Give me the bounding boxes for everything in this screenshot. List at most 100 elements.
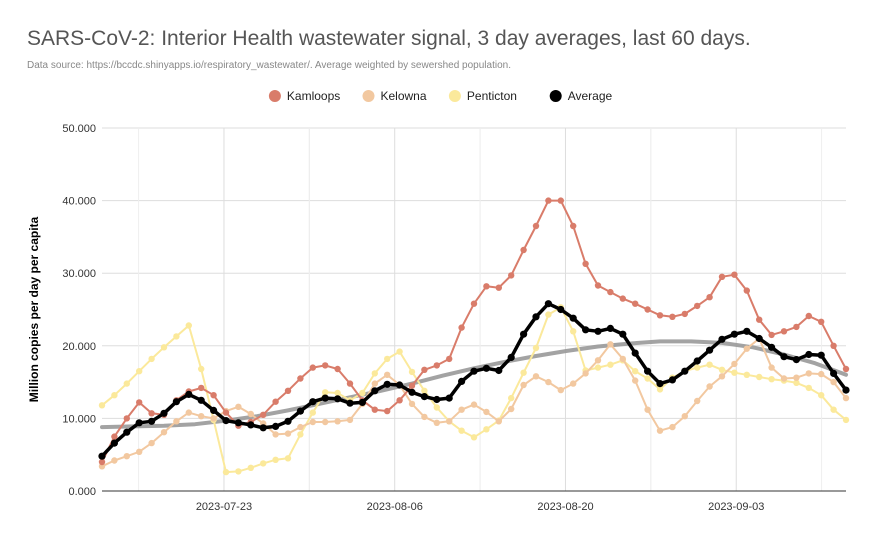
data-point bbox=[160, 409, 168, 417]
data-point bbox=[632, 300, 639, 307]
data-point bbox=[743, 345, 750, 352]
y-axis-label: Million copies per day per capita bbox=[27, 216, 41, 402]
data-point bbox=[198, 365, 205, 373]
data-point bbox=[693, 357, 701, 365]
data-point bbox=[458, 377, 466, 385]
data-point bbox=[272, 422, 280, 430]
data-point bbox=[830, 369, 838, 377]
data-point bbox=[334, 395, 342, 403]
data-point bbox=[706, 346, 714, 354]
x-tick-label: 2023-08-06 bbox=[367, 501, 423, 513]
y-tick-label: 50.000 bbox=[62, 123, 96, 135]
data-point bbox=[384, 355, 391, 363]
chart-subtitle: Data source: https://bccdc.shinyapps.io/… bbox=[27, 60, 511, 71]
data-point bbox=[309, 409, 316, 416]
data-point bbox=[483, 426, 490, 433]
data-point bbox=[756, 316, 763, 323]
data-point bbox=[284, 387, 292, 394]
data-point bbox=[594, 282, 602, 289]
data-point bbox=[792, 356, 801, 364]
data-point bbox=[111, 392, 118, 399]
data-point bbox=[594, 364, 602, 371]
data-point bbox=[420, 393, 428, 401]
data-point bbox=[210, 392, 217, 399]
data-point bbox=[557, 386, 564, 394]
data-point bbox=[470, 401, 478, 408]
data-point bbox=[284, 417, 292, 425]
data-point bbox=[111, 433, 118, 440]
data-point bbox=[644, 306, 651, 313]
data-point bbox=[482, 364, 490, 372]
data-point bbox=[433, 404, 440, 411]
data-point bbox=[446, 418, 453, 425]
data-point bbox=[321, 394, 329, 402]
data-point bbox=[198, 413, 205, 420]
data-point bbox=[470, 367, 478, 375]
data-point bbox=[557, 305, 565, 314]
y-tick-label: 30.000 bbox=[62, 268, 96, 280]
data-point bbox=[520, 381, 527, 389]
data-point bbox=[793, 379, 800, 386]
data-point bbox=[805, 370, 812, 377]
data-point bbox=[544, 300, 553, 308]
data-point bbox=[421, 413, 428, 421]
data-point bbox=[235, 468, 242, 475]
data-point bbox=[396, 397, 403, 404]
data-point bbox=[631, 349, 639, 357]
data-point bbox=[619, 295, 626, 302]
data-point bbox=[743, 327, 751, 335]
data-point bbox=[297, 431, 304, 438]
data-point bbox=[123, 453, 130, 460]
data-point bbox=[309, 398, 317, 406]
data-point bbox=[322, 389, 329, 396]
data-point bbox=[681, 367, 689, 375]
data-point bbox=[817, 351, 825, 359]
data-point bbox=[619, 330, 627, 338]
data-point bbox=[334, 365, 341, 373]
data-point bbox=[520, 330, 528, 338]
data-point bbox=[495, 418, 502, 425]
data-point bbox=[433, 395, 441, 404]
data-point bbox=[768, 343, 776, 351]
legend-marker bbox=[448, 90, 461, 102]
data-point bbox=[136, 399, 143, 406]
y-tick-label: 40.000 bbox=[62, 196, 96, 208]
data-point bbox=[334, 418, 341, 425]
data-point bbox=[136, 448, 143, 455]
data-point bbox=[458, 324, 465, 331]
data-point bbox=[322, 418, 329, 426]
data-point bbox=[495, 366, 503, 375]
data-point bbox=[718, 273, 726, 280]
data-point bbox=[173, 333, 180, 340]
data-point bbox=[458, 427, 465, 434]
data-point bbox=[198, 384, 205, 392]
data-point bbox=[545, 311, 552, 318]
data-point bbox=[123, 380, 130, 387]
data-point bbox=[607, 288, 614, 296]
data-point bbox=[172, 398, 180, 406]
data-point bbox=[421, 366, 428, 373]
data-point bbox=[743, 371, 750, 378]
data-point bbox=[607, 361, 614, 368]
data-point bbox=[384, 407, 391, 415]
data-point bbox=[260, 460, 267, 467]
data-point bbox=[371, 406, 378, 413]
data-point bbox=[644, 375, 651, 382]
data-point bbox=[768, 364, 775, 371]
data-point bbox=[445, 394, 453, 402]
data-point bbox=[818, 392, 825, 399]
data-point bbox=[234, 419, 242, 427]
data-point bbox=[842, 394, 850, 402]
data-point bbox=[346, 380, 354, 387]
data-point bbox=[532, 344, 540, 352]
data-point bbox=[669, 423, 676, 431]
chart-title: SARS-CoV-2: Interior Health wastewater s… bbox=[27, 27, 751, 50]
data-point bbox=[272, 398, 279, 405]
data-point bbox=[371, 370, 378, 377]
trend-line bbox=[100, 339, 848, 430]
data-point bbox=[433, 419, 440, 426]
data-point bbox=[793, 323, 800, 331]
data-point bbox=[731, 369, 738, 376]
data-point bbox=[582, 370, 589, 377]
data-point bbox=[805, 312, 812, 320]
